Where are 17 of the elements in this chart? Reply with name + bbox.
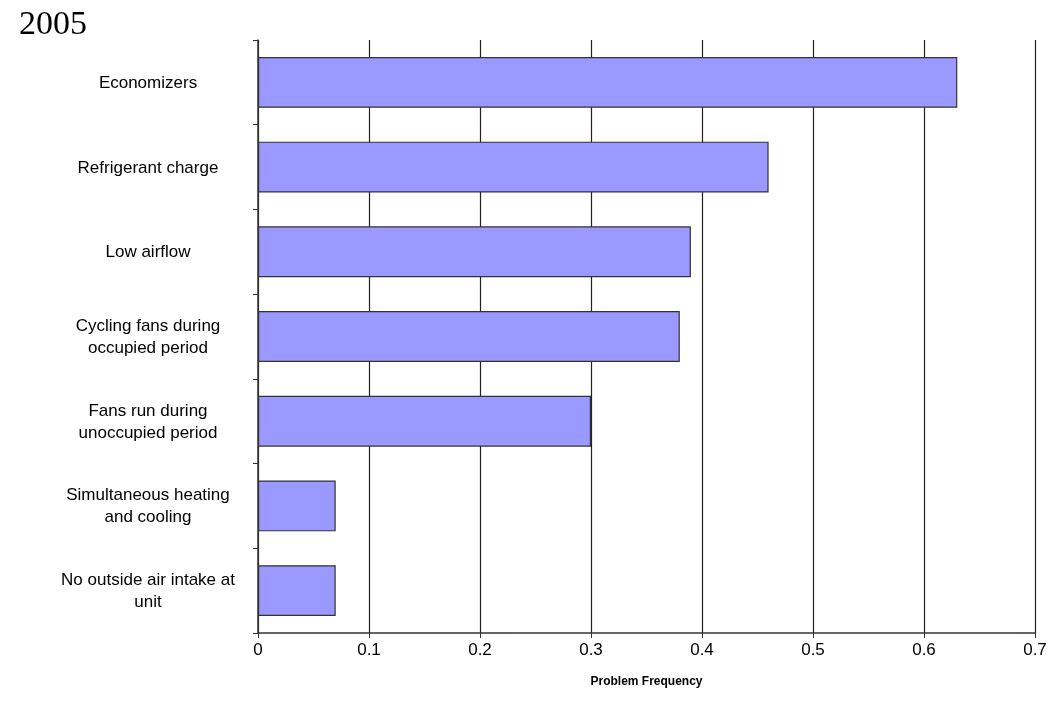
y-tick-label: No outside air intake at unit [61,570,236,612]
chart-title: 2005 [19,3,87,41]
y-tick-label: Economizers [98,72,198,92]
x-tick-label: 0.1 [357,640,381,659]
y-tick-label: Low airflow [105,242,192,262]
x-tick-label: 0.3 [579,640,603,659]
x-tick-label: 0.7 [1023,640,1047,659]
y-tick-label: Cycling fans during occupied period [75,316,221,357]
x-axis-title: Problem Frequency [590,674,703,688]
x-tick-label: 0.5 [801,640,825,659]
y-tick-label: Refrigerant charge [77,157,219,177]
x-tick-label: 0.4 [690,640,714,659]
x-tick-label: 0.6 [912,640,936,659]
y-tick-label: Fans run during unoccupied period [78,400,218,442]
x-tick-label: 0 [253,640,263,659]
x-tick-label: 0.2 [468,640,492,659]
y-tick-label: Simultaneous heating and cooling [66,485,230,527]
